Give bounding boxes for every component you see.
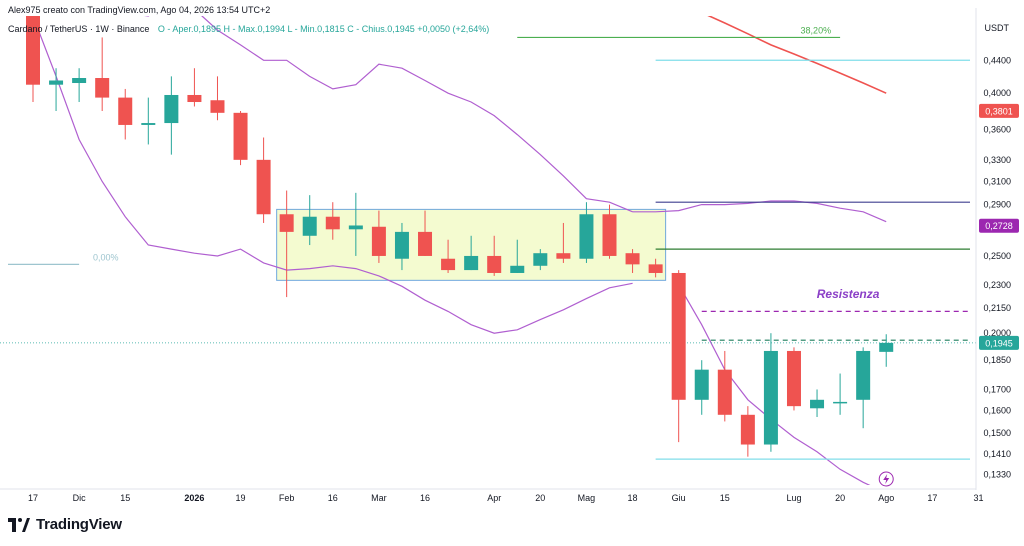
y-tick-label: 0,2300 bbox=[983, 280, 1011, 290]
bollinger-middle-line bbox=[632, 200, 887, 223]
candle-body bbox=[210, 100, 225, 113]
candle-body bbox=[348, 225, 363, 230]
candle-body bbox=[441, 258, 456, 271]
tradingview-logo-icon bbox=[8, 517, 30, 532]
x-tick-label: Ago bbox=[878, 493, 894, 503]
candle-body bbox=[95, 78, 110, 98]
candle-body bbox=[487, 255, 502, 273]
symbol-line: Cardano / TetherUS · 1W · Binance O - Ap… bbox=[8, 24, 489, 34]
candle-body bbox=[26, 16, 40, 85]
y-tick-label: 0,1700 bbox=[983, 384, 1011, 394]
x-tick-label: Giu bbox=[672, 493, 686, 503]
level-label-fib-38.2: 38,20% bbox=[801, 25, 832, 35]
lightning-bolt-icon bbox=[883, 474, 890, 484]
candle-body bbox=[187, 94, 202, 103]
x-tick-label: 17 bbox=[927, 493, 937, 503]
envelope-upper-line bbox=[144, 16, 633, 213]
price-badge bbox=[979, 218, 1019, 233]
x-tick-label: Feb bbox=[279, 493, 295, 503]
y-tick-label: 0,3300 bbox=[983, 155, 1011, 165]
candle-body bbox=[371, 226, 386, 256]
candle-body bbox=[556, 253, 571, 259]
annotation-resistenza: Resistenza bbox=[817, 287, 880, 301]
y-tick-label: 0,1410 bbox=[983, 449, 1011, 459]
candle-body bbox=[164, 94, 179, 124]
y-tick-label: 0,4000 bbox=[983, 88, 1011, 98]
envelope-lower-line bbox=[32, 16, 633, 334]
candle-body bbox=[810, 399, 825, 409]
price-badge bbox=[979, 103, 1019, 118]
axis-currency-label: USDT bbox=[985, 23, 1010, 33]
price-badge bbox=[979, 335, 1019, 350]
candle-body bbox=[879, 342, 894, 352]
x-tick-label: Mag bbox=[578, 493, 596, 503]
x-tick-label: 20 bbox=[535, 493, 545, 503]
candle-body bbox=[302, 216, 317, 236]
x-tick-label: 17 bbox=[28, 493, 38, 503]
level-label-fib-0: 0,00% bbox=[93, 252, 119, 262]
x-tick-label: 19 bbox=[236, 493, 246, 503]
price-badge-label: 0,3801 bbox=[985, 106, 1013, 116]
candle-body bbox=[233, 112, 248, 160]
ohlc-values: O - Aper.0,1895 H - Max.0,1994 L - Min.0… bbox=[157, 24, 490, 34]
x-tick-label: 20 bbox=[835, 493, 845, 503]
y-tick-label: 0,3600 bbox=[983, 125, 1011, 135]
x-tick-label: 16 bbox=[420, 493, 430, 503]
candle-body bbox=[256, 159, 271, 215]
x-tick-label: 2026 bbox=[184, 493, 204, 503]
x-tick-label: 16 bbox=[328, 493, 338, 503]
x-tick-label: Lug bbox=[786, 493, 801, 503]
x-tick-label: Dic bbox=[73, 493, 86, 503]
y-tick-label: 0,3100 bbox=[983, 176, 1011, 186]
x-tick-label: Mar bbox=[371, 493, 387, 503]
candle-body bbox=[856, 350, 871, 400]
candle-body bbox=[579, 214, 594, 259]
candle-body bbox=[510, 265, 525, 273]
x-tick-label: 15 bbox=[720, 493, 730, 503]
candle-body bbox=[72, 78, 87, 84]
candle-body bbox=[648, 264, 663, 273]
candle-body bbox=[694, 369, 709, 400]
author-line: Alex975 creato con TradingView.com, Ago … bbox=[8, 5, 271, 15]
candle-body bbox=[763, 350, 778, 445]
x-tick-label: 31 bbox=[973, 493, 983, 503]
y-tick-label: 0,1850 bbox=[983, 355, 1011, 365]
candle-body bbox=[418, 231, 433, 256]
candle-body bbox=[671, 272, 686, 400]
moving-average-red-line bbox=[707, 16, 887, 94]
candle-body bbox=[717, 369, 732, 415]
price-badge-label: 0,2728 bbox=[985, 221, 1013, 231]
candle-body bbox=[141, 123, 156, 125]
tradingview-wordmark: TradingView bbox=[36, 516, 122, 533]
y-tick-label: 0,1500 bbox=[983, 428, 1011, 438]
candle-body bbox=[602, 214, 617, 256]
candle-body bbox=[740, 414, 755, 445]
symbol-name: Cardano / TetherUS · 1W · Binance bbox=[8, 24, 150, 34]
candle-body bbox=[786, 350, 801, 407]
y-tick-label: 0,1330 bbox=[983, 469, 1011, 479]
y-tick-label: 0,2000 bbox=[983, 328, 1011, 338]
candle-body bbox=[833, 401, 848, 404]
y-tick-label: 0,2500 bbox=[983, 251, 1011, 261]
x-tick-label: Apr bbox=[487, 493, 501, 503]
candle-body bbox=[118, 97, 133, 125]
bollinger-lower-line bbox=[678, 284, 871, 485]
y-tick-label: 0,4400 bbox=[983, 55, 1011, 65]
x-tick-label: 18 bbox=[628, 493, 638, 503]
candle-body bbox=[279, 214, 294, 232]
candle-body bbox=[394, 231, 409, 259]
candle-body bbox=[625, 253, 640, 265]
tradingview-brand[interactable]: TradingView bbox=[8, 516, 122, 533]
y-tick-label: 0,2900 bbox=[983, 200, 1011, 210]
y-tick-label: 0,1600 bbox=[983, 405, 1011, 415]
x-tick-label: 15 bbox=[120, 493, 130, 503]
y-tick-label: 0,2150 bbox=[983, 303, 1011, 313]
candle-body bbox=[325, 216, 340, 230]
candle-body bbox=[464, 255, 479, 271]
candle-body bbox=[49, 80, 64, 85]
price-badge-label: 0,1945 bbox=[985, 338, 1013, 348]
candle-body bbox=[533, 253, 548, 266]
